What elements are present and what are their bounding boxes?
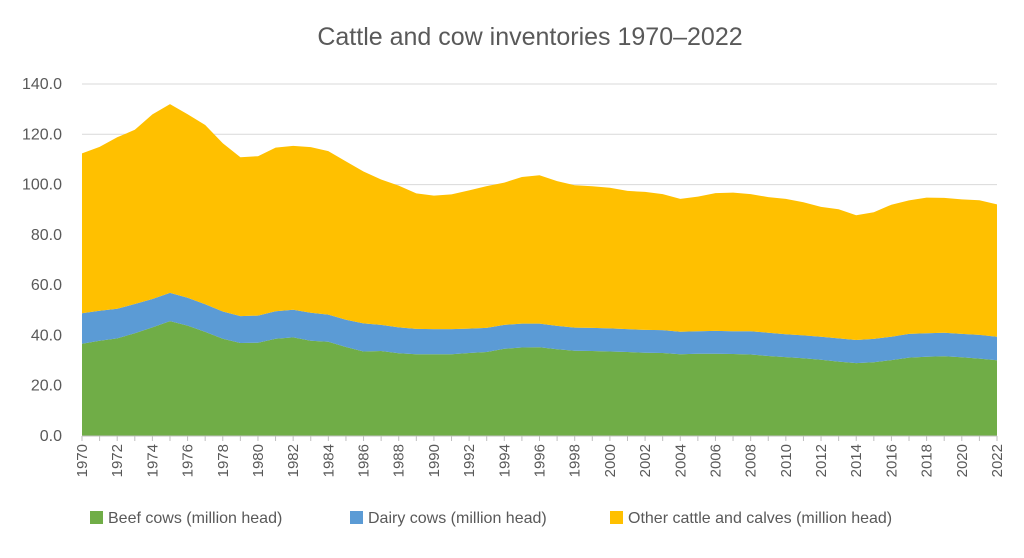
legend-item-1: Beef cows (million head) [90, 510, 282, 527]
series-area-3 [82, 104, 997, 340]
series-area-1 [82, 321, 997, 436]
x-tick-label: 1996 [532, 444, 549, 477]
x-tick-label: 1994 [496, 444, 513, 477]
x-tick-label: 2008 [743, 444, 760, 477]
x-tick-label: 1978 [215, 444, 232, 477]
x-tick-label: 2012 [813, 444, 830, 477]
x-tick-label: 1982 [285, 444, 302, 477]
legend-label: Beef cows (million head) [108, 510, 282, 527]
y-tick-label: 80.0 [31, 227, 62, 244]
y-tick-label: 20.0 [31, 378, 62, 395]
legend-swatch [90, 511, 103, 524]
legend-label: Dairy cows (million head) [368, 510, 547, 527]
x-tick-label: 1970 [74, 444, 91, 477]
x-tick-label: 1998 [567, 444, 584, 477]
x-tick-label: 1980 [250, 444, 267, 477]
x-tick-label: 2000 [602, 444, 619, 477]
legend-item-3: Other cattle and calves (million head) [610, 510, 892, 527]
x-tick-label: 2022 [989, 444, 1006, 477]
y-tick-label: 100.0 [22, 177, 62, 194]
series-area-2 [82, 292, 997, 364]
y-axis-tick-labels: 0.0 20.0 40.0 60.0 80.0 100.0 120.0 140.0 [22, 76, 62, 445]
y-tick-label: 120.0 [22, 126, 62, 143]
chart-title: Cattle and cow inventories 1970–2022 [317, 23, 742, 51]
legend: Beef cows (million head) Dairy cows (mill… [90, 510, 892, 527]
series-areas [82, 104, 997, 436]
x-tick-label: 1984 [320, 444, 337, 477]
legend-label: Other cattle and calves (million head) [628, 510, 892, 527]
x-tick-label: 1986 [356, 444, 373, 477]
legend-swatch [610, 511, 623, 524]
x-tick-label: 2002 [637, 444, 654, 477]
y-tick-label: 140.0 [22, 76, 62, 93]
y-tick-label: 60.0 [31, 277, 62, 294]
x-tick-label: 2006 [708, 444, 725, 477]
x-tick-label: 1990 [426, 444, 443, 477]
x-axis-tick-labels: 1970 1972 1974 1976 1978 1980 1982 1984 1986 1988… [74, 436, 1006, 477]
x-tick-label: 1992 [461, 444, 478, 477]
y-tick-label: 40.0 [31, 327, 62, 344]
x-tick-label: 2014 [848, 444, 865, 477]
x-tick-label: 2018 [919, 444, 936, 477]
x-tick-label: 2004 [672, 444, 689, 477]
x-tick-label: 1976 [180, 444, 197, 477]
legend-swatch [350, 511, 363, 524]
legend-item-2: Dairy cows (million head) [350, 510, 547, 527]
y-tick-label: 0.0 [40, 428, 62, 445]
x-tick-label: 1972 [109, 444, 126, 477]
x-tick-label: 2016 [883, 444, 900, 477]
x-tick-label: 1988 [391, 444, 408, 477]
x-tick-label: 1974 [144, 444, 161, 477]
x-tick-label: 2010 [778, 444, 795, 477]
x-tick-label: 2020 [954, 444, 971, 477]
